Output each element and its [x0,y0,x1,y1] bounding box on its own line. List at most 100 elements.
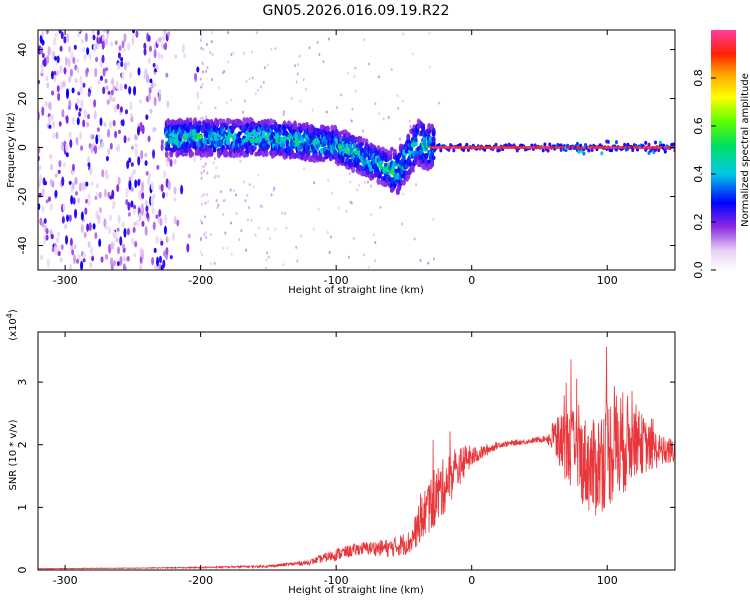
spectrogram-cell [96,30,100,36]
snr-y-label: SNR (10 * v/v) [8,419,19,490]
spectrogram-cell [304,87,307,91]
spectrogram-cell [388,170,393,175]
spectrogram-xtick-label: -100 [324,274,349,287]
spectrogram-cell [224,150,229,158]
spectrogram-cell [294,64,297,68]
spectrogram-cell [401,222,404,226]
spectrogram-cell [65,143,69,153]
spectrogram-cell [102,86,106,95]
spectrogram-cell [103,122,107,127]
spectrogram-cell [139,264,143,270]
spectrogram-cell [376,177,381,185]
spectrogram-cell [133,85,137,96]
spectrogram-cell [48,101,52,111]
spectrogram-cell [166,100,170,109]
spectrogram-cell [136,219,140,227]
spectrogram-cell [116,103,120,110]
spectrogram-cell [105,67,109,72]
spectrogram-cell [134,147,138,158]
spectrogram-cell [131,237,135,245]
spectrogram-cell [358,183,361,187]
spectrogram-cell [130,187,134,192]
spectrogram-cell [187,233,191,239]
spectrogram-cell [96,127,100,132]
spectrogram-y-ticks: -40 -20 0 20 40 [16,43,675,254]
spectrogram-cell [71,163,75,172]
spectrogram-cell [272,188,275,192]
spectrogram-cell [210,40,213,44]
spectrogram-cell [87,241,91,248]
spectrogram-cell [202,193,205,197]
spectrogram-cell [101,40,105,50]
spectrogram-cell [112,119,116,127]
spectrogram-cell [133,168,137,175]
spectrogram-cell [138,212,142,222]
spectrogram-cell [214,174,217,178]
spectrogram-cell [94,195,98,200]
spectrogram-cell [265,266,268,270]
spectrogram-cell [103,188,107,198]
spectrogram-cell [133,222,137,227]
spectrogram-cell [89,133,93,141]
spectrogram-cell [45,30,49,35]
spectrogram-cell [41,52,45,59]
spectrogram-cell [270,193,273,197]
spectrogram-cell [402,32,405,36]
spectrogram-cell [327,178,330,182]
spectrogram-cell [76,58,80,63]
spectrogram-cell [201,253,204,257]
spectrogram-cell [65,152,69,158]
spectrogram-cell [262,80,265,84]
spectrogram-cell [260,85,263,89]
spectrogram-cell [225,144,230,150]
spectrogram-cell [134,134,138,141]
spectrogram-cell [577,150,581,155]
spectrogram-cell [300,234,303,238]
spectrogram-cell [58,121,62,127]
spectrogram-cell [587,148,591,153]
spectrogram-cell [653,147,657,152]
spectrogram-cell [69,68,73,77]
spectrogram-cell [54,189,58,198]
spectrogram-cell [213,261,216,265]
spectrogram-cell [59,45,63,52]
spectrogram-cell [369,184,372,188]
snr-multiplier-exponent: 4 [5,313,14,318]
spectrogram-cell [172,232,176,241]
spectrogram-cell [559,147,563,152]
spectrogram-xtick-label: -300 [53,274,78,287]
spectrogram-cell [366,168,371,175]
spectrogram-cell [107,90,111,95]
spectrogram-cell [658,140,662,145]
spectrogram-cell [61,176,65,187]
spectrogram-cell [266,227,269,231]
spectrogram-cell [122,255,126,262]
snr-ytick-label: 1 [16,504,29,511]
snr-xtick-label: 100 [597,574,618,587]
spectrogram-cell [76,258,80,264]
spectrogram-cell [349,180,352,184]
spectrogram-cell [290,97,293,101]
spectrogram-cell [121,71,125,80]
spectrogram-cell [413,137,418,143]
spectrogram-cell [415,183,418,187]
spectrogram-cell [438,101,441,105]
spectrogram-cell [166,143,171,151]
spectrogram-cell [250,218,253,222]
spectrogram-cell [97,214,101,224]
spectrogram-cell [75,136,79,146]
spectrogram-xtick-label: 100 [597,274,618,287]
spectrogram-cell [51,70,55,80]
snr-multiplier-close: ) [8,309,19,313]
spectrogram-cell [354,66,357,70]
spectrogram-cell [76,67,80,73]
spectrogram-cell [78,254,82,261]
spectrogram-cell [350,119,353,123]
spectrogram-cell [398,137,401,141]
spectrogram-cell [142,211,146,217]
spectrogram-cell [327,37,330,41]
spectrogram-x-label: Height of straight line (km) [288,285,424,296]
spectrogram-cell [72,197,76,205]
spectrogram-cell [165,192,169,197]
